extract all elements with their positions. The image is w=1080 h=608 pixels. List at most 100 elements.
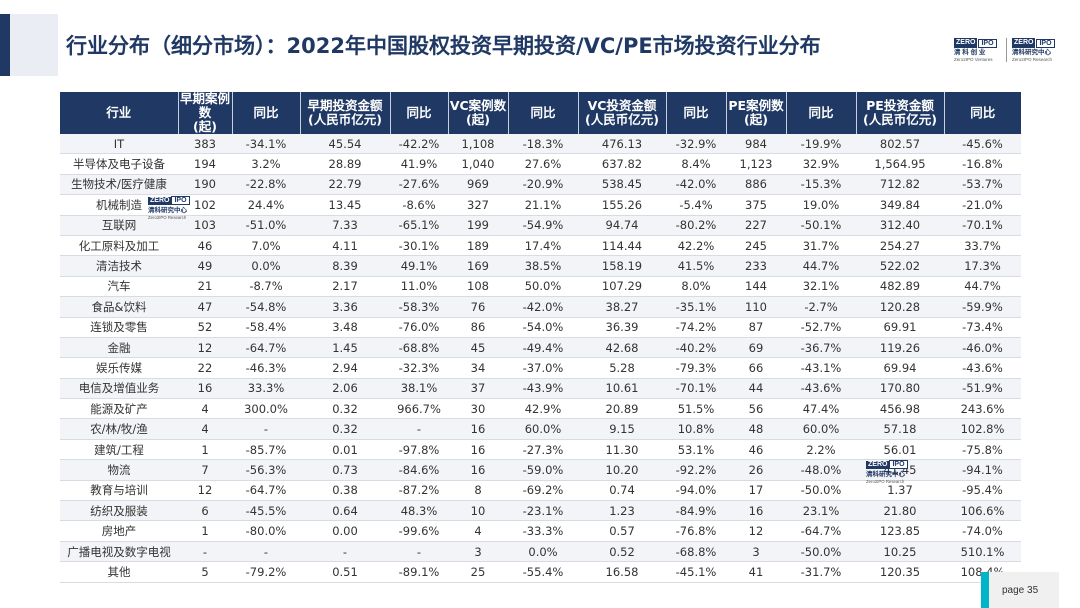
table-cell: -54.8% xyxy=(232,296,300,318)
table-cell: -74.0% xyxy=(944,520,1021,542)
table-cell: 51.5% xyxy=(666,398,726,420)
table-cell: -79.3% xyxy=(666,357,726,379)
table-cell: 27.6% xyxy=(508,153,578,175)
table-cell: - xyxy=(232,541,300,563)
page-number-box xyxy=(989,572,1059,608)
column-header: 同比 xyxy=(232,92,301,134)
table-cell: 1.45 xyxy=(300,337,390,359)
table-cell: 41.9% xyxy=(390,153,448,175)
table-cell: 16 xyxy=(448,439,508,461)
table-cell: 22.79 xyxy=(300,174,390,196)
table-cell: 23.1% xyxy=(786,500,856,522)
table-cell: 30 xyxy=(448,398,508,420)
table-cell: 538.45 xyxy=(578,174,666,196)
table-cell: 60.0% xyxy=(508,418,578,440)
table-cell: 47.4% xyxy=(786,398,856,420)
table-row: 娱乐传媒 22 -46.3% 2.94 -32.3% 34 -37.0% 5.28 -79.3%… xyxy=(60,357,1021,379)
table-row: 金融 12 -64.7% 1.45 -68.8% 45 -49.4% 42.68 -40.2% 6… xyxy=(60,337,1021,359)
industry-name-cell: 机械制造 xyxy=(60,194,178,216)
column-header: PE投资金额 (人民币亿元) xyxy=(856,92,945,134)
table-row: 物流 7 -56.3% 0.73 -84.6% 16 -59.0% 10.20 -92.2% 26… xyxy=(60,459,1021,481)
table-row: 清洁技术 49 0.0% 8.39 49.1% 169 38.5% 158.19 41.5% 23… xyxy=(60,255,1021,277)
table-cell: 34 xyxy=(448,357,508,379)
table-cell: 7.0% xyxy=(232,235,300,257)
table-cell: -15.3% xyxy=(786,174,856,196)
industry-name-cell: 农/林/牧/渔 xyxy=(60,418,178,440)
column-header: VC投资金额 (人民币亿元) xyxy=(578,92,667,134)
table-row: 广播电视及数字电视 - - - -3 0.0% 0.52 -68.8% 3 -50.0% 10.25… xyxy=(60,541,1021,563)
industry-name-cell: 建筑/工程 xyxy=(60,439,178,461)
table-cell: -94.0% xyxy=(666,480,726,502)
industry-name-cell: 能源及矿产 xyxy=(60,398,178,420)
table-cell: 456.98 xyxy=(856,398,944,420)
table-cell: 3 xyxy=(726,541,786,563)
table-cell: -58.4% xyxy=(232,317,300,338)
table-cell: 102 xyxy=(178,194,232,216)
table-cell: 17 xyxy=(726,480,786,502)
table-cell: 53.1% xyxy=(666,439,726,461)
table-cell: 7.33 xyxy=(300,215,390,236)
table-cell: 155.26 xyxy=(578,194,666,216)
industry-name-cell: 其他 xyxy=(60,561,178,583)
table-cell: 13.45 xyxy=(300,194,390,216)
table-cell: 0.0% xyxy=(508,541,578,563)
table-cell: 1,108 xyxy=(448,134,508,155)
table-cell: 300.0% xyxy=(232,398,300,420)
table-cell: 119.26 xyxy=(856,337,944,359)
table-cell: 66 xyxy=(726,357,786,379)
table-cell: 349.84 xyxy=(856,194,944,216)
table-cell: 1,564.95 xyxy=(856,153,944,175)
table-cell: 20.89 xyxy=(578,398,666,420)
table-cell: 48.3% xyxy=(390,500,448,522)
table-cell: 0.74 xyxy=(578,480,666,502)
table-cell: 108 xyxy=(448,276,508,298)
table-cell: 8.4% xyxy=(666,153,726,175)
table-cell: 46 xyxy=(726,439,786,461)
table-cell: -84.9% xyxy=(666,500,726,522)
logo-divider xyxy=(1006,38,1007,62)
column-header: 同比 xyxy=(786,92,857,134)
table-cell: 17.3% xyxy=(944,255,1021,277)
table-cell: 190 xyxy=(178,174,232,196)
table-cell: 510.1% xyxy=(944,541,1021,563)
table-cell: -34.1% xyxy=(232,134,300,155)
table-cell: 712.82 xyxy=(856,174,944,196)
industry-name-cell: 食品&饮料 xyxy=(60,296,178,318)
table-cell: 189 xyxy=(448,235,508,257)
table-cell: 12 xyxy=(178,337,232,359)
table-cell: 1,040 xyxy=(448,153,508,175)
table-cell: -43.1% xyxy=(786,357,856,379)
table-cell: 11.30 xyxy=(578,439,666,461)
table-cell: 10.61 xyxy=(578,378,666,400)
table-cell: 48 xyxy=(726,418,786,440)
table-cell: -84.6% xyxy=(390,459,448,481)
industry-name-cell: 纺织及服装 xyxy=(60,500,178,522)
table-cell: 123.85 xyxy=(856,520,944,542)
table-cell: 38.5% xyxy=(508,255,578,277)
table-cell: -64.7% xyxy=(232,337,300,359)
table-cell: 38.1% xyxy=(390,378,448,400)
table-cell: 16 xyxy=(448,459,508,481)
table-cell: 637.82 xyxy=(578,153,666,175)
industry-name-cell: 化工原料及加工 xyxy=(60,235,178,257)
table-cell: 476.13 xyxy=(578,134,666,155)
table-cell: -45.1% xyxy=(666,561,726,583)
table-cell: 94.74 xyxy=(578,215,666,236)
table-cell: 1,123 xyxy=(726,153,786,175)
table-cell: 10 xyxy=(448,500,508,522)
table-cell: 47 xyxy=(178,296,232,318)
table-cell: 0.51 xyxy=(300,561,390,583)
table-cell: -35.1% xyxy=(666,296,726,318)
table-cell: 8 xyxy=(448,480,508,502)
table-cell: 52 xyxy=(178,317,232,338)
table-cell: -73.4% xyxy=(944,317,1021,338)
table-cell: -8.7% xyxy=(232,276,300,298)
table-cell: -50.1% xyxy=(786,215,856,236)
table-cell: -56.3% xyxy=(232,459,300,481)
table-cell: -53.7% xyxy=(944,174,1021,196)
table-cell: 482.89 xyxy=(856,276,944,298)
table-cell: 7 xyxy=(178,459,232,481)
industry-name-cell: 房地产 xyxy=(60,520,178,542)
table-cell: 8.0% xyxy=(666,276,726,298)
table-cell: 24.4% xyxy=(232,194,300,216)
